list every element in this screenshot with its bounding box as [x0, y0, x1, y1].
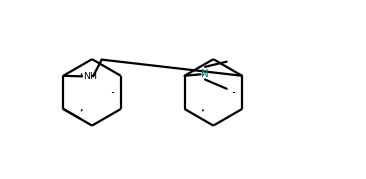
Text: N: N	[201, 69, 209, 79]
Text: NH: NH	[83, 72, 97, 81]
